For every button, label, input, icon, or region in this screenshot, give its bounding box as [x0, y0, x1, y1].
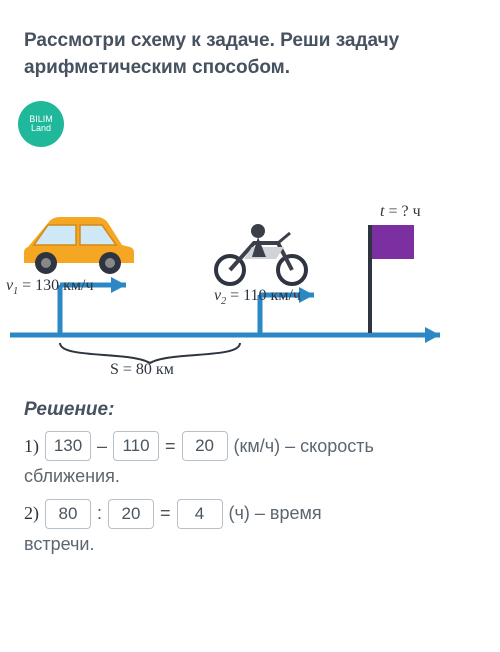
solution-line-2: 2) 80 : 20 = 4 (ч) – время: [24, 499, 500, 529]
solution-line-1-trail: сближения.: [24, 465, 500, 488]
step-number: 2): [24, 503, 39, 524]
motorcycle-icon: [216, 224, 306, 284]
answer-box[interactable]: 4: [177, 499, 223, 529]
answer-box[interactable]: 110: [113, 431, 159, 461]
unit-text: (км/ч) – скорость: [234, 436, 374, 457]
car-icon: [24, 217, 134, 274]
unit-text: (ч) – время: [229, 503, 322, 524]
answer-box[interactable]: 20: [108, 499, 154, 529]
answer-box[interactable]: 80: [45, 499, 91, 529]
t-label: t = ? ч: [380, 203, 421, 221]
flag-icon: [370, 225, 414, 333]
answer-box[interactable]: 20: [182, 431, 228, 461]
diagram: v1 = 130 км/ч v2 = 110 км/ч t = ? ч S = …: [0, 165, 460, 385]
diagram-svg: [0, 165, 460, 385]
s-label: S = 80 км: [110, 361, 174, 379]
brand-badge: BILIM Land: [18, 101, 64, 147]
solution-line-2-trail: встречи.: [24, 533, 500, 556]
solution-line-1: 1) 130 – 110 = 20 (км/ч) – скорость: [24, 431, 500, 461]
operator-equals: =: [165, 436, 176, 457]
v1-label: v1 = 130 км/ч: [6, 277, 94, 297]
step-number: 1): [24, 436, 39, 457]
operator-equals: =: [160, 503, 171, 524]
answer-box[interactable]: 130: [45, 431, 91, 461]
v2-label: v2 = 110 км/ч: [214, 287, 301, 307]
task-text: Рассмотри схему к задаче. Реши задачу ар…: [0, 0, 500, 95]
operator-minus: –: [97, 436, 107, 457]
operator-divide: :: [97, 503, 102, 524]
solution-heading: Решение:: [24, 399, 500, 421]
badge-line2: Land: [31, 124, 51, 133]
